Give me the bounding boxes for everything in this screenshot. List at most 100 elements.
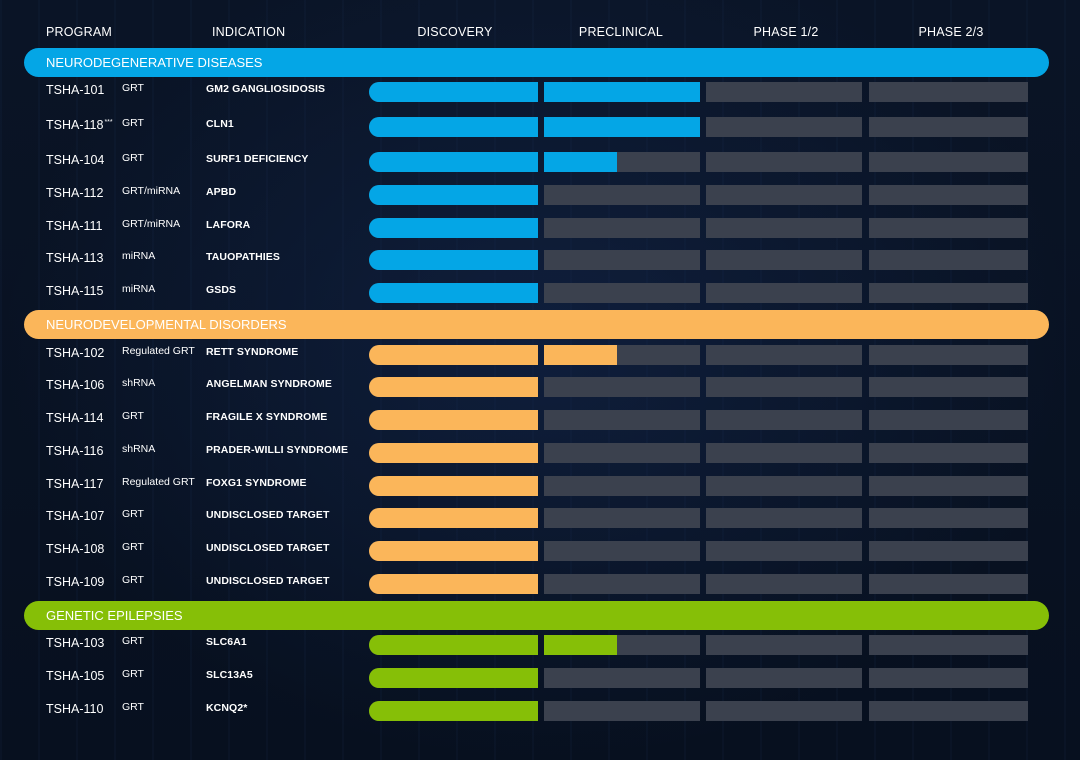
- program-indication: UNDISCLOSED TARGET: [206, 542, 330, 554]
- stage-track-1: [369, 185, 538, 205]
- program-indication: UNDISCLOSED TARGET: [206, 575, 330, 587]
- program-indication: FOXG1 SYNDROME: [206, 477, 307, 489]
- program-indication: GM2 GANGLIOSIDOSIS: [206, 83, 326, 95]
- stage-track-4: [869, 443, 1028, 463]
- program-indication: FRAGILE X SYNDROME: [206, 411, 328, 423]
- program-row: TSHA-113 miRNA TAUOPATHIES: [0, 248, 1080, 272]
- category-header-neurodegenerative: NEURODEGENERATIVE DISEASES: [24, 48, 1049, 77]
- stage-track-4: [869, 541, 1028, 561]
- program-code-text: TSHA-114: [46, 411, 104, 425]
- stage-track-1: [369, 218, 538, 238]
- stage-track-4: [869, 283, 1028, 303]
- progress-bar-fill: [369, 701, 538, 721]
- stage-track-3: [706, 701, 862, 721]
- program-code-text: TSHA-108: [46, 542, 105, 556]
- program-row: TSHA-116 shRNA PRADER-WILLI SYNDROME: [0, 441, 1080, 465]
- stage-track-3: [706, 283, 862, 303]
- program-code: TSHA-108: [46, 542, 104, 556]
- program-indication: LAFORA: [206, 219, 251, 231]
- progress-bar-fill: [544, 117, 700, 137]
- category-header-epilepsy: GENETIC EPILEPSIES: [24, 601, 1049, 630]
- program-code-text: TSHA-118: [46, 118, 104, 132]
- program-indication: CLN1: [206, 118, 234, 130]
- header-phase-1-2: PHASE 1/2: [753, 25, 819, 39]
- stage-track-1: [369, 152, 538, 172]
- program-code-text: TSHA-116: [46, 444, 104, 458]
- stage-track-2: [544, 218, 700, 238]
- stage-track-2: [544, 377, 700, 397]
- stage-track-3: [706, 185, 862, 205]
- stage-track-4: [869, 476, 1028, 496]
- program-row: TSHA-105 GRT SLC13A5: [0, 666, 1080, 690]
- program-code: TSHA-110: [46, 702, 103, 716]
- stage-track-3: [706, 508, 862, 528]
- program-code-text: TSHA-103: [46, 636, 105, 650]
- stage-track-3: [706, 82, 862, 102]
- progress-bar-fill: [369, 185, 538, 205]
- program-code: TSHA-102: [46, 346, 104, 360]
- stage-track-3: [706, 152, 862, 172]
- program-indication: UNDISCLOSED TARGET: [206, 509, 330, 521]
- progress-bar-fill: [369, 410, 538, 430]
- program-code-text: TSHA-113: [46, 251, 104, 265]
- stage-track-3: [706, 250, 862, 270]
- program-code-text: TSHA-111: [46, 219, 103, 233]
- progress-bar-fill: [369, 218, 538, 238]
- progress-bar-fill: [369, 283, 538, 303]
- stage-track-4: [869, 410, 1028, 430]
- program-row: TSHA-111 GRT/miRNA LAFORA: [0, 216, 1080, 240]
- program-code-text: TSHA-104: [46, 153, 105, 167]
- program-row: TSHA-109 GRT UNDISCLOSED TARGET: [0, 572, 1080, 596]
- program-modality: shRNA: [122, 443, 156, 455]
- stage-track-3: [706, 410, 862, 430]
- stage-track-1: [369, 701, 538, 721]
- program-row: TSHA-108 GRT UNDISCLOSED TARGET: [0, 539, 1080, 563]
- program-code: TSHA-112: [46, 186, 103, 200]
- progress-bar-fill: [369, 117, 538, 137]
- header-preclinical: PRECLINICAL: [578, 25, 664, 39]
- stage-track-2: [544, 250, 700, 270]
- stage-track-1: [369, 377, 538, 397]
- program-code: TSHA-106: [46, 378, 104, 392]
- program-modality: GRT: [122, 574, 144, 586]
- program-row: TSHA-107 GRT UNDISCLOSED TARGET: [0, 506, 1080, 530]
- program-indication: APBD: [206, 186, 237, 198]
- stage-track-1: [369, 635, 538, 655]
- program-row: TSHA-117 Regulated GRT FOXG1 SYNDROME: [0, 474, 1080, 498]
- program-code-text: TSHA-107: [46, 509, 105, 523]
- stage-track-4: [869, 117, 1028, 137]
- stage-track-4: [869, 635, 1028, 655]
- program-row: TSHA-118*** GRT CLN1: [0, 115, 1080, 139]
- stage-track-4: [869, 345, 1028, 365]
- program-indication: SURF1 DEFICIENCY: [206, 153, 309, 165]
- program-code-text: TSHA-106: [46, 378, 105, 392]
- program-indication: SLC6A1: [206, 636, 247, 648]
- program-modality: GRT/miRNA: [122, 218, 181, 230]
- program-row: TSHA-102 Regulated GRT RETT SYNDROME: [0, 343, 1080, 367]
- program-indication: GSDS: [206, 284, 237, 296]
- stage-track-1: [369, 117, 538, 137]
- stage-track-2: [544, 476, 700, 496]
- program-code-text: TSHA-112: [46, 186, 104, 200]
- program-code: TSHA-105: [46, 669, 104, 683]
- program-code-text: TSHA-115: [46, 284, 104, 298]
- program-modality: miRNA: [122, 250, 156, 262]
- progress-bar-fill: [544, 82, 700, 102]
- stage-track-4: [869, 218, 1028, 238]
- program-code: TSHA-114: [46, 411, 103, 425]
- program-row: TSHA-104 GRT SURF1 DEFICIENCY: [0, 150, 1080, 174]
- stage-track-4: [869, 377, 1028, 397]
- stage-track-3: [706, 218, 862, 238]
- progress-bar-fill: [369, 377, 538, 397]
- program-row: TSHA-115 miRNA GSDS: [0, 281, 1080, 305]
- stage-track-2: [544, 117, 700, 137]
- program-row: TSHA-112 GRT/miRNA APBD: [0, 183, 1080, 207]
- stage-track-2: [544, 345, 700, 365]
- program-code: TSHA-104: [46, 153, 104, 167]
- program-code-text: TSHA-101: [46, 83, 105, 97]
- program-code-text: TSHA-105: [46, 669, 105, 683]
- program-row: TSHA-110 GRT KCNQ2*: [0, 699, 1080, 723]
- progress-bar-fill: [369, 345, 538, 365]
- stage-track-3: [706, 668, 862, 688]
